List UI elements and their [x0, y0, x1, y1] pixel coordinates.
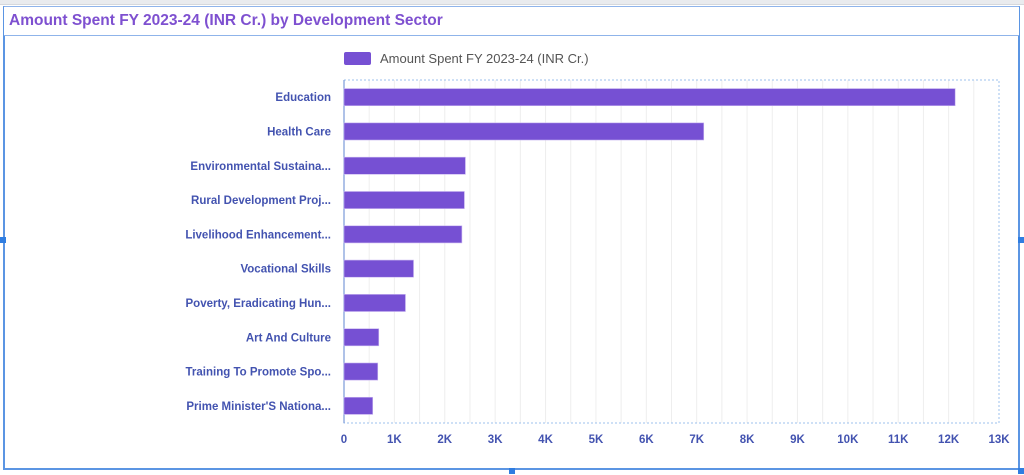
bar[interactable]: [343, 259, 414, 278]
bar[interactable]: [343, 191, 465, 209]
chart-title: Amount Spent FY 2023-24 (INR Cr.) by Dev…: [9, 12, 443, 29]
x-tick-label: 9K: [790, 434, 805, 446]
bar[interactable]: [343, 225, 463, 244]
bar[interactable]: [343, 328, 380, 347]
category-label: Environmental Sustaina...: [190, 161, 331, 173]
category-labels: Education Health Care Environmental Sustai…: [185, 92, 331, 413]
legend-label: Amount Spent FY 2023-24 (INR Cr.): [380, 51, 589, 66]
bars: [343, 88, 956, 415]
top-toolbar-strip: [0, 0, 1024, 5]
x-tick-label: 8K: [740, 434, 755, 446]
x-tick-labels: 0 1K 2K 3K 4K 5K 6K 7K 8K 9K 10K 11K 12K 13K: [341, 434, 1010, 446]
category-label: Rural Development Proj...: [191, 195, 331, 207]
category-label: Prime Minister'S Nationa...: [186, 401, 331, 413]
resize-handle-bottom[interactable]: [509, 468, 515, 474]
x-tick-label: 11K: [888, 434, 909, 446]
chart-legend[interactable]: Amount Spent FY 2023-24 (INR Cr.): [344, 51, 589, 66]
category-label: Livelihood Enhancement...: [185, 229, 331, 241]
bar[interactable]: [343, 156, 466, 175]
x-tick-label: 12K: [938, 434, 960, 446]
bar[interactable]: [343, 396, 374, 415]
bar[interactable]: [343, 362, 379, 381]
bar[interactable]: [343, 294, 406, 312]
x-tick-label: 4K: [538, 434, 553, 446]
x-tick-label: 3K: [488, 434, 503, 446]
x-tick-label: 7K: [689, 434, 704, 446]
bar[interactable]: [343, 122, 705, 141]
x-tick-label: 5K: [589, 434, 604, 446]
chart-header: Amount Spent FY 2023-24 (INR Cr.) by Dev…: [4, 7, 1019, 36]
x-tick-label: 0: [341, 434, 347, 446]
category-label: Training To Promote Spo...: [186, 367, 331, 379]
category-label: Health Care: [267, 126, 331, 138]
resize-handle-bottom-right[interactable]: [1018, 468, 1024, 474]
resize-handle-left[interactable]: [0, 237, 6, 243]
legend-swatch: [344, 52, 371, 65]
x-tick-label: 10K: [837, 434, 859, 446]
x-tick-label: 13K: [988, 434, 1010, 446]
x-tick-label: 6K: [639, 434, 654, 446]
category-label: Poverty, Eradicating Hun...: [186, 298, 332, 310]
x-tick-label: 2K: [437, 434, 452, 446]
category-label: Art And Culture: [246, 332, 331, 344]
category-label: Vocational Skills: [240, 264, 331, 276]
bar[interactable]: [343, 88, 956, 107]
resize-handle-right[interactable]: [1018, 237, 1024, 243]
x-tick-label: 1K: [387, 434, 402, 446]
category-label: Education: [275, 92, 331, 104]
